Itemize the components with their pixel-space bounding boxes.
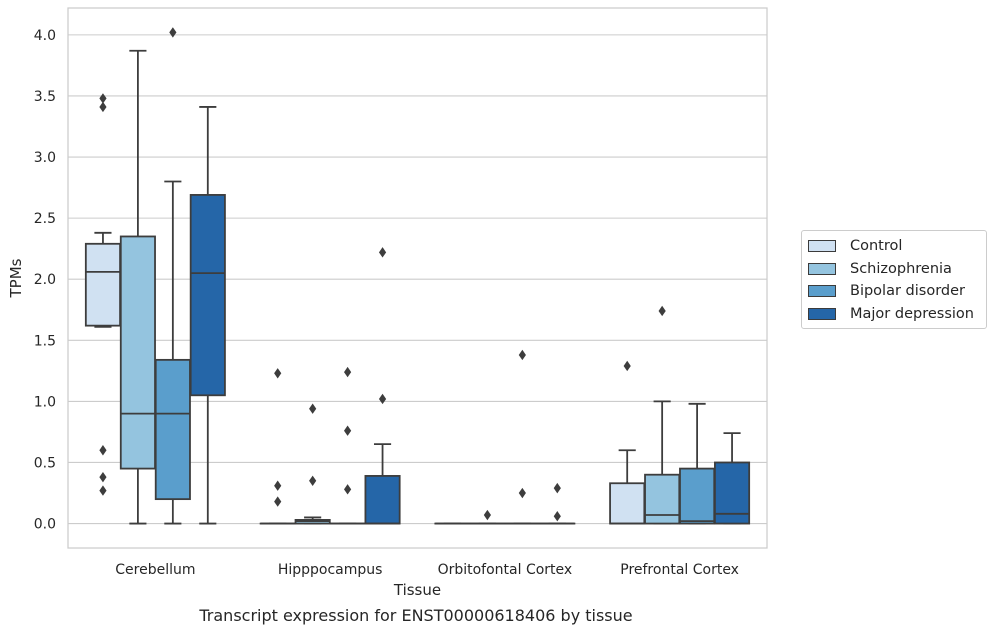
box-1-1 [294, 403, 331, 525]
outlier-point [344, 425, 352, 436]
box-iqr [154, 358, 191, 501]
legend-label-schizophrenia: Schizophrenia [850, 260, 952, 277]
outlier-point [378, 247, 387, 258]
outlier-point [99, 101, 107, 113]
outlier-point [169, 27, 177, 38]
legend-item-major-depression: Major depression [802, 303, 986, 326]
box-iqr [679, 467, 716, 525]
chart-caption: Transcript expression for ENST0000061840… [199, 606, 633, 625]
x-tick-label: Cerebellum [115, 562, 195, 578]
legend-item-schizophrenia: Schizophrenia [802, 258, 986, 281]
legend-swatch-bipolar-disorder [808, 285, 836, 298]
y-tick-label: 1.0 [34, 394, 56, 410]
y-tick-label: 1.5 [34, 333, 56, 349]
outlier-point [518, 487, 526, 499]
legend-item-control: Control [802, 235, 986, 258]
y-tick-label: 2.5 [34, 211, 56, 227]
outlier-point [518, 349, 526, 361]
outlier-point [274, 480, 282, 491]
y-tick-label: 4.0 [34, 28, 56, 44]
box-0-3 [609, 360, 646, 525]
outlier-point [99, 471, 107, 483]
box-0-0 [84, 93, 121, 496]
box-iqr [364, 475, 401, 525]
outlier-point [553, 482, 561, 494]
outlier-point [623, 360, 631, 372]
box-2-0 [154, 27, 191, 525]
box-2-2 [504, 349, 541, 525]
y-axis-label: TPMs [7, 258, 25, 298]
box-3-1 [364, 247, 401, 525]
legend: Control Schizophrenia Bipolar disorder M… [801, 230, 987, 329]
outlier-point [658, 305, 666, 317]
box-iqr [119, 235, 156, 470]
legend-item-bipolar-disorder: Bipolar disorder [802, 280, 986, 303]
plot-frame [67, 7, 768, 549]
outlier-point [378, 393, 387, 405]
x-axis-label: Tissue [393, 581, 441, 599]
x-axis-ticks: Cerebellum Hipppocampus Orbitofontal Corte… [115, 562, 739, 578]
outlier-point [309, 403, 317, 414]
box-iqr [189, 194, 226, 397]
legend-swatch-major-depression [808, 307, 836, 320]
box-2-1 [329, 366, 366, 525]
outlier-point [99, 485, 107, 496]
y-axis-ticks: 0.0 0.5 1.0 1.5 2.0 2.5 3.0 3.5 4.0 [34, 28, 56, 533]
legend-swatch-schizophrenia [808, 262, 836, 275]
outlier-point [274, 368, 282, 379]
outlier-point [344, 366, 352, 378]
outlier-point [274, 496, 282, 507]
outlier-point [99, 93, 107, 104]
box-plot-series [84, 27, 751, 525]
y-tick-label: 0.5 [34, 455, 56, 471]
box-iqr [84, 242, 121, 327]
x-tick-label: Hipppocampus [278, 562, 383, 578]
box-3-3 [714, 432, 751, 525]
box-1-0 [119, 49, 156, 525]
y-tick-label: 3.5 [34, 89, 56, 105]
box-1-2 [469, 509, 506, 525]
outlier-point [483, 509, 491, 521]
legend-label-major-depression: Major depression [850, 305, 974, 322]
x-tick-label: Prefrontal Cortex [620, 562, 739, 578]
outlier-point [99, 445, 107, 456]
x-tick-label: Orbitofontal Cortex [438, 562, 573, 578]
box-1-3 [644, 305, 681, 525]
outlier-point [553, 511, 561, 522]
box-0-1 [259, 368, 296, 525]
outlier-point [344, 484, 352, 495]
outlier-point [309, 475, 317, 487]
legend-label-bipolar-disorder: Bipolar disorder [850, 283, 965, 300]
y-tick-label: 0.0 [34, 517, 56, 533]
box-3-0 [189, 106, 226, 525]
box-iqr [644, 473, 681, 525]
legend-swatch-control [808, 240, 836, 253]
box-iqr [609, 482, 646, 525]
y-tick-label: 2.0 [34, 272, 56, 288]
y-tick-label: 3.0 [34, 150, 56, 166]
legend-label-control: Control [850, 238, 903, 255]
box-2-3 [679, 402, 716, 525]
box-3-2 [539, 482, 576, 525]
